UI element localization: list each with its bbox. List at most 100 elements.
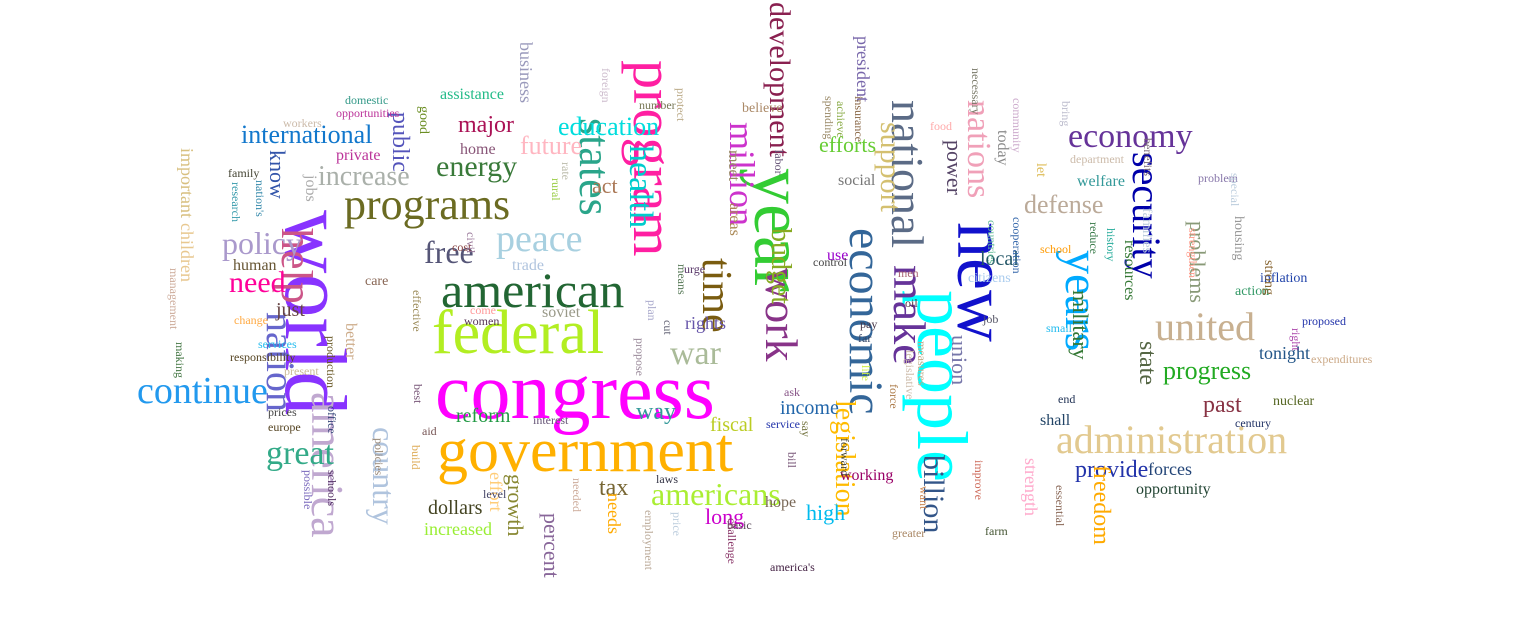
word-areas: areas (726, 203, 743, 236)
word-jobs: jobs (302, 175, 319, 202)
word-legislative: legislative (903, 350, 917, 400)
word-soviet: soviet (542, 304, 581, 321)
word-federal: federal (432, 299, 605, 367)
word-best: best (411, 384, 425, 404)
word-ask: ask (784, 385, 800, 399)
word-families: families (1139, 208, 1154, 254)
word-prices: prices (268, 405, 297, 419)
word-forces: forces (1148, 459, 1192, 479)
word-military: military (1068, 290, 1093, 360)
word-nuclear: nuclear (1273, 394, 1315, 409)
word-efforts: efforts (819, 132, 877, 157)
word-action: action (1235, 284, 1270, 299)
word-way: way (636, 399, 676, 425)
word-school: school (1040, 242, 1072, 256)
word-men: men (898, 266, 919, 280)
word-meet: meet (725, 150, 742, 182)
word-business: business (516, 42, 536, 104)
word-cooperation: cooperation (1010, 217, 1024, 274)
word-working: working (840, 467, 894, 484)
word-reduce: reduce (1087, 222, 1101, 254)
word-union: union (947, 335, 972, 386)
word-cost: cost (452, 240, 472, 254)
word-past: past (1203, 392, 1242, 418)
word-united: united (1155, 304, 1255, 349)
word-forward: forward (838, 438, 852, 476)
word-proposed: proposed (1302, 314, 1346, 328)
word-strong: strong (1261, 260, 1276, 295)
word-defense: defense (1024, 190, 1104, 219)
word-freedom: freedom (1088, 465, 1114, 545)
word-programs: programs (344, 180, 511, 229)
word-let: let (1033, 163, 1048, 177)
word-trade: trade (512, 257, 544, 274)
word-benefits: benefits (1141, 138, 1155, 176)
word-assistance: assistance (440, 86, 504, 103)
word-need: need (229, 266, 286, 299)
word-schools: schools (325, 470, 339, 506)
word-foreign: foreign (599, 68, 613, 103)
word-important: important (177, 148, 197, 218)
word-research: research (229, 182, 243, 222)
word-want: want (917, 486, 931, 510)
word-services: services (258, 337, 297, 351)
word-believe: believe (742, 101, 783, 116)
word-possible: possible (301, 470, 315, 510)
word-workers: workers (283, 116, 322, 130)
word-essential: essential (1053, 485, 1067, 527)
word-america-s: america's (770, 560, 815, 574)
word-bring: bring (1059, 101, 1073, 127)
word-home: home (460, 141, 496, 158)
word-progress: progress (1163, 356, 1252, 385)
word-care: care (365, 274, 389, 289)
word-production: production (324, 336, 338, 388)
word-making: making (173, 342, 187, 378)
word-say: say (799, 421, 813, 437)
word-family: family (228, 166, 260, 180)
word-opportunity: opportunity (1136, 481, 1211, 498)
word-government: government (437, 417, 734, 485)
word-growth: growth (503, 474, 528, 537)
word-policy: policy (222, 225, 302, 261)
word-come: come (470, 303, 496, 317)
word-local: local (980, 248, 1019, 270)
word-expenditures: expenditures (1311, 352, 1373, 366)
word-bill: bill (785, 452, 799, 469)
word-civil: civil (464, 232, 478, 254)
word-tax: tax (599, 475, 629, 501)
word-century: century (1235, 416, 1271, 430)
word-provide: provide (1075, 457, 1149, 483)
word-shall: shall (1040, 412, 1071, 429)
word-fiscal: fiscal (710, 414, 754, 436)
word-achieve: achieve (834, 101, 848, 138)
word-needed: needed (570, 478, 584, 512)
word-oil: oil (905, 296, 918, 310)
word-right: right (1289, 328, 1303, 351)
word-cut: cut (661, 320, 675, 335)
word-present: present (284, 364, 319, 378)
word-responsibility: responsibility (230, 350, 296, 364)
word-nation-s: nation's (253, 180, 267, 217)
word-health: health (622, 145, 659, 229)
word-history: history (1104, 228, 1118, 262)
word-number: number (639, 98, 676, 112)
word-build: build (409, 445, 423, 470)
word-major: major (458, 112, 514, 138)
word-change: change (234, 313, 268, 327)
word-congress: congress (435, 348, 715, 436)
word-europe: europe (268, 420, 301, 434)
word-great: great (266, 435, 334, 472)
word-continue: continue (137, 370, 268, 412)
word-support: support (874, 122, 907, 212)
word-urge: urge (684, 262, 706, 276)
word-social: social (838, 172, 876, 189)
word-needs: needs (604, 493, 624, 534)
word-aid: aid (422, 424, 437, 438)
word-energy: energy (436, 150, 518, 183)
word-small: small (1046, 321, 1072, 335)
word-today: today (994, 130, 1011, 166)
word-economy: economy (1068, 118, 1193, 155)
word-food: food (930, 119, 952, 133)
word-problem: problem (1198, 171, 1238, 185)
word-long: long (705, 504, 745, 529)
